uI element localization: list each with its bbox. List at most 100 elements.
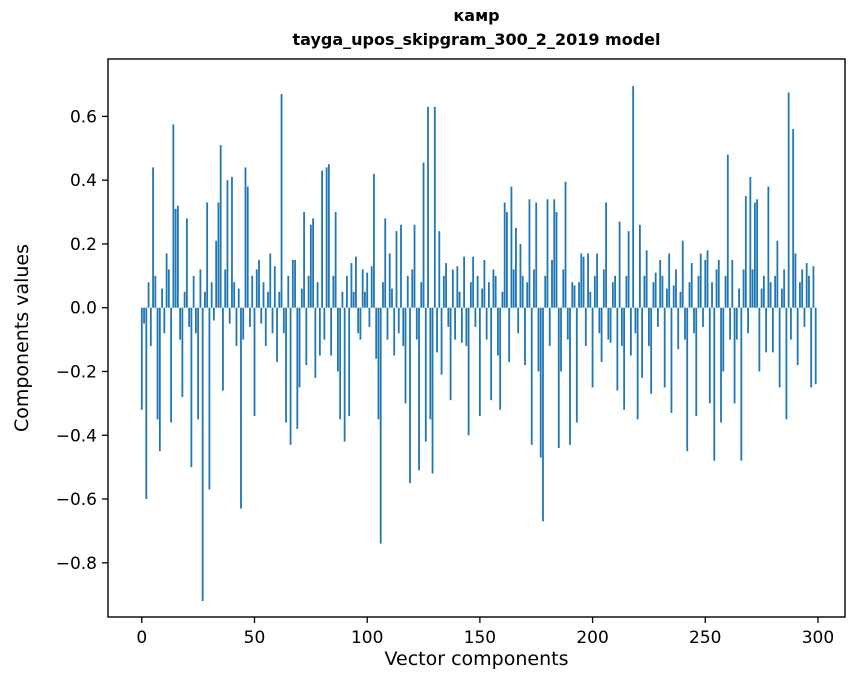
bar bbox=[355, 256, 357, 308]
bar bbox=[289, 307, 292, 445]
bar bbox=[379, 307, 382, 544]
bar bbox=[814, 307, 817, 385]
bar bbox=[654, 272, 657, 308]
bar bbox=[195, 307, 197, 334]
bar bbox=[699, 253, 702, 308]
bar bbox=[445, 263, 447, 308]
bar bbox=[163, 307, 166, 334]
bar bbox=[623, 307, 626, 410]
bar bbox=[780, 288, 783, 308]
bar bbox=[377, 307, 380, 420]
bar bbox=[260, 307, 263, 324]
bar bbox=[510, 186, 513, 308]
bar bbox=[785, 307, 788, 420]
bar bbox=[413, 224, 416, 308]
bar bbox=[790, 307, 792, 340]
bar bbox=[424, 307, 427, 442]
bar bbox=[648, 307, 650, 346]
bar bbox=[440, 307, 443, 375]
bar bbox=[210, 282, 213, 308]
bar bbox=[174, 208, 177, 308]
bar bbox=[490, 307, 493, 401]
bar bbox=[298, 307, 301, 388]
bar bbox=[456, 266, 459, 308]
bar bbox=[332, 275, 335, 308]
bar bbox=[744, 196, 747, 308]
bar bbox=[684, 307, 686, 340]
bar bbox=[740, 307, 743, 461]
bar bbox=[388, 253, 391, 308]
bar bbox=[774, 275, 777, 308]
bar bbox=[580, 253, 583, 308]
bar bbox=[201, 307, 204, 602]
bar bbox=[391, 288, 393, 308]
bar bbox=[677, 307, 680, 350]
x-tick-label: 100 bbox=[351, 628, 383, 648]
y-tick-label: 0.4 bbox=[70, 171, 97, 191]
bar bbox=[548, 307, 551, 346]
bar bbox=[605, 202, 607, 308]
bar bbox=[303, 212, 305, 308]
bar bbox=[629, 307, 632, 356]
bar bbox=[503, 202, 506, 308]
bar bbox=[733, 307, 736, 404]
bar bbox=[618, 221, 621, 308]
bar bbox=[792, 129, 795, 308]
bar bbox=[451, 269, 454, 308]
bar bbox=[512, 269, 515, 308]
bar bbox=[158, 307, 161, 452]
bar bbox=[686, 307, 689, 452]
bar bbox=[668, 253, 671, 308]
bar bbox=[497, 307, 499, 356]
x-tick-label: 300 bbox=[802, 628, 834, 648]
bar bbox=[438, 231, 441, 308]
bar bbox=[429, 307, 432, 420]
bar bbox=[713, 307, 716, 461]
bar bbox=[704, 259, 707, 308]
bar bbox=[406, 275, 409, 308]
bar bbox=[670, 307, 673, 413]
bar bbox=[149, 307, 152, 346]
bar bbox=[693, 307, 695, 334]
bar bbox=[487, 282, 490, 308]
bar bbox=[688, 282, 691, 308]
bar bbox=[442, 275, 445, 308]
bar bbox=[197, 307, 200, 420]
bar bbox=[285, 307, 287, 423]
bar bbox=[300, 288, 303, 308]
bar bbox=[246, 186, 249, 308]
bar bbox=[765, 307, 768, 353]
bar bbox=[276, 307, 278, 362]
bar bbox=[242, 307, 245, 340]
bar bbox=[679, 291, 682, 308]
bar bbox=[546, 199, 549, 308]
bar bbox=[321, 170, 324, 308]
bar bbox=[528, 199, 531, 308]
bar bbox=[143, 307, 145, 324]
y-tick-label: −0.6 bbox=[56, 490, 97, 510]
bar bbox=[213, 307, 215, 321]
bar bbox=[237, 288, 240, 308]
bar bbox=[402, 307, 405, 346]
bar bbox=[375, 307, 378, 359]
bar bbox=[801, 269, 804, 308]
bar bbox=[264, 307, 267, 346]
bar bbox=[481, 288, 484, 308]
bar bbox=[339, 307, 342, 420]
bar bbox=[625, 275, 628, 308]
bar bbox=[476, 275, 479, 308]
bar bbox=[309, 224, 312, 308]
bar bbox=[478, 307, 481, 417]
bar bbox=[643, 275, 646, 308]
bar bbox=[557, 307, 560, 449]
bar bbox=[267, 291, 269, 308]
bar bbox=[188, 307, 191, 327]
bar bbox=[783, 269, 786, 308]
bar bbox=[661, 275, 664, 308]
bar bbox=[208, 307, 211, 490]
chart-title-word: камр bbox=[453, 6, 500, 25]
bar bbox=[472, 256, 475, 308]
bar bbox=[366, 272, 369, 308]
x-tick-label: 250 bbox=[689, 628, 721, 648]
